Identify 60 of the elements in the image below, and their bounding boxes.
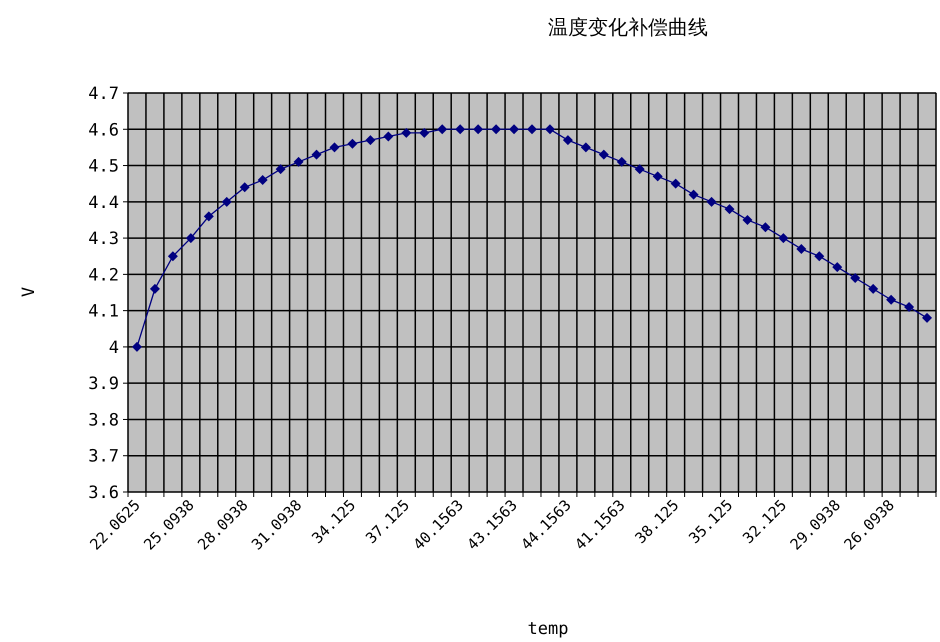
point [616, 156, 627, 167]
point [240, 182, 250, 192]
point [365, 135, 376, 146]
y-tick-label: 4.2 [88, 265, 119, 286]
point [670, 178, 681, 189]
point [204, 211, 214, 222]
point [312, 150, 322, 160]
y-tick-label: 3.6 [88, 483, 119, 503]
point [294, 156, 304, 167]
point [401, 128, 412, 138]
point [222, 196, 232, 207]
point [688, 190, 699, 200]
point [132, 342, 142, 352]
point [527, 124, 537, 134]
point [383, 132, 394, 142]
point [814, 251, 824, 262]
y-tick-label: 4.5 [88, 156, 119, 177]
y-tick-label: 4.6 [88, 120, 119, 140]
y-tick-label: 4.1 [88, 302, 119, 322]
point [329, 142, 340, 152]
point [455, 124, 466, 134]
point [850, 272, 860, 283]
point [886, 294, 896, 305]
point [922, 312, 932, 323]
point [778, 233, 788, 244]
point [258, 175, 268, 186]
point [186, 233, 196, 244]
point [796, 244, 806, 254]
point [544, 124, 555, 134]
point [634, 164, 645, 174]
point [904, 302, 914, 312]
point [347, 138, 358, 149]
point [868, 284, 878, 294]
point [742, 214, 752, 225]
x-axis-title: temp [528, 619, 568, 639]
point [760, 222, 770, 232]
point [276, 164, 286, 174]
chart-title: 温度变化补偿曲线 [548, 15, 708, 39]
point [652, 171, 663, 182]
y-tick-label: 3.8 [88, 410, 119, 430]
point [491, 124, 502, 134]
point [562, 135, 573, 146]
point [580, 142, 591, 152]
point [473, 124, 484, 134]
y-tick-label: 4.7 [88, 84, 119, 104]
point [509, 124, 520, 134]
y-axis-title: V [19, 286, 39, 298]
point [150, 284, 160, 294]
point [168, 251, 178, 262]
point [419, 128, 430, 138]
y-tick-label: 4.3 [88, 229, 119, 250]
point [832, 262, 842, 272]
y-tick-label: 3.7 [88, 446, 119, 467]
y-tick-label: 4.4 [88, 192, 119, 213]
y-tick-label: 4 [108, 338, 119, 358]
point [706, 196, 717, 207]
point [437, 124, 448, 134]
point [724, 204, 735, 214]
point [598, 150, 609, 160]
y-tick-label: 3.9 [88, 374, 119, 394]
